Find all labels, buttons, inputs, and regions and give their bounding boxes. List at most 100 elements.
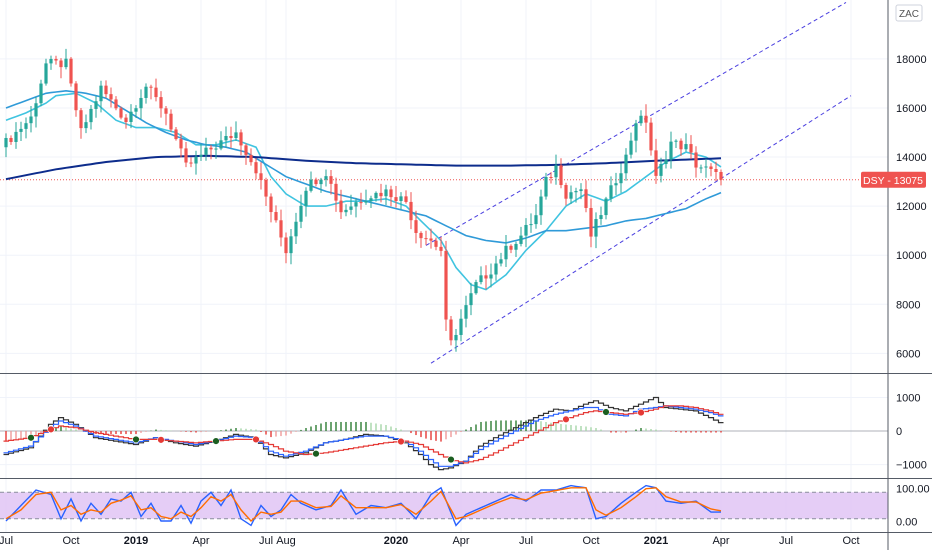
macd-histogram-bar <box>600 429 602 432</box>
candle-body <box>674 140 678 142</box>
candle-body <box>719 171 723 180</box>
candle-body <box>494 263 498 275</box>
macd-histogram-bar <box>400 429 402 432</box>
macd-histogram-bar <box>125 431 127 435</box>
macd-histogram-bar <box>625 431 627 433</box>
macd-histogram-bar <box>345 421 347 432</box>
stochastic-oscillator <box>5 484 722 527</box>
candle-body <box>39 83 43 104</box>
macd-histogram-bar <box>230 428 232 432</box>
macd-histogram-bar <box>480 421 482 432</box>
candle-body <box>589 207 593 237</box>
macd-histogram-bar <box>505 420 507 432</box>
candle-body <box>54 58 58 61</box>
candle-body <box>649 122 653 151</box>
time-tick-label: Apr <box>192 535 209 547</box>
candle-body <box>569 192 573 199</box>
macd-histogram-bar <box>355 421 357 432</box>
currency-badge[interactable]: ZAC <box>895 4 923 22</box>
candle-body <box>274 212 278 221</box>
macd-histogram-bar <box>590 427 592 432</box>
macd-histogram-bar <box>140 431 142 433</box>
candle-body <box>644 115 648 123</box>
macd-histogram-bar <box>425 431 427 439</box>
candle-body <box>434 240 438 247</box>
candle-body <box>159 97 163 109</box>
macd-histogram-bar <box>60 426 62 432</box>
macd-histogram-bar <box>120 431 122 435</box>
candle-body <box>599 215 603 220</box>
candle-body <box>574 191 578 193</box>
macd-histogram-bar <box>260 431 262 433</box>
candle-body <box>129 111 133 122</box>
currency-badge-frame <box>895 4 923 22</box>
macd-line-black <box>3 396 724 471</box>
macd-histogram-bar <box>635 429 637 432</box>
candle-body <box>64 58 68 68</box>
ma-long-line <box>5 154 722 181</box>
candle-body <box>379 192 383 197</box>
macd-histogram-bar <box>35 431 37 437</box>
candle-body <box>184 148 188 163</box>
macd-cross-marker-red <box>47 425 55 434</box>
macd-histogram-bar <box>535 420 537 432</box>
macd-histogram-bar <box>70 428 72 432</box>
macd-histogram-bar <box>110 431 112 435</box>
macd-histogram-bar <box>650 429 652 432</box>
macd-histogram-bar <box>715 431 717 433</box>
macd-histogram-bar <box>410 431 412 434</box>
macd-cross-marker-green <box>212 437 220 445</box>
candle-body <box>534 215 538 225</box>
macd-histogram-bar <box>255 429 257 432</box>
candle-body <box>414 220 418 233</box>
candle-body <box>19 128 23 132</box>
candle-body <box>619 173 623 184</box>
candle-body <box>4 137 8 148</box>
candle-body <box>334 183 338 201</box>
candle-body <box>544 177 548 197</box>
macd-histogram-bar <box>415 431 417 436</box>
price-tick-label: 8000 <box>896 299 920 311</box>
axis-labels: 6000 8000 10000 12000 14000 16000 18000 −1000 0 1… <box>0 54 930 547</box>
candle-body <box>584 189 588 208</box>
candle-body <box>714 168 718 172</box>
macd-tick-label: −1000 <box>896 460 927 472</box>
candle-body <box>24 123 28 129</box>
currency-badge-text: ZAC <box>899 9 919 20</box>
candle-body <box>124 117 128 122</box>
macd-histogram-bar <box>325 421 327 432</box>
candle-body <box>254 162 258 174</box>
macd-histogram-bar <box>440 431 442 442</box>
macd-histogram-bar <box>550 422 552 432</box>
macd-histogram-bar <box>335 421 337 432</box>
candle-body <box>109 94 113 100</box>
macd-histogram-bar <box>350 421 352 432</box>
macd-histogram-bar <box>565 424 567 432</box>
macd-histogram-bar <box>220 430 222 432</box>
candle-body <box>229 136 233 139</box>
candle-body <box>454 334 458 341</box>
macd-histogram-bar <box>570 424 572 432</box>
macd-histogram-bar <box>470 427 472 432</box>
macd-cross-marker-green <box>447 455 455 464</box>
candle-body <box>369 198 373 202</box>
stochastic-band <box>0 491 888 520</box>
last-price-tag: DSY - 13075 <box>861 171 926 188</box>
channel-line-1 <box>425 2 847 246</box>
macd-histogram-bar <box>20 431 22 440</box>
macd-histogram-bar <box>655 429 657 432</box>
macd-histogram-bar <box>450 431 452 438</box>
macd-histogram-bar <box>295 431 297 432</box>
macd-histogram-bar <box>280 431 282 437</box>
candle-body <box>519 235 523 244</box>
candle-body <box>704 166 708 168</box>
macd-histogram-bar <box>660 430 662 432</box>
candle-body <box>464 305 468 319</box>
candle-body <box>174 129 178 140</box>
macd-cross-marker-red <box>637 408 645 417</box>
candle-body <box>679 140 683 150</box>
macd-histogram-bar <box>420 431 422 438</box>
macd-cross-marker-red <box>252 435 260 444</box>
